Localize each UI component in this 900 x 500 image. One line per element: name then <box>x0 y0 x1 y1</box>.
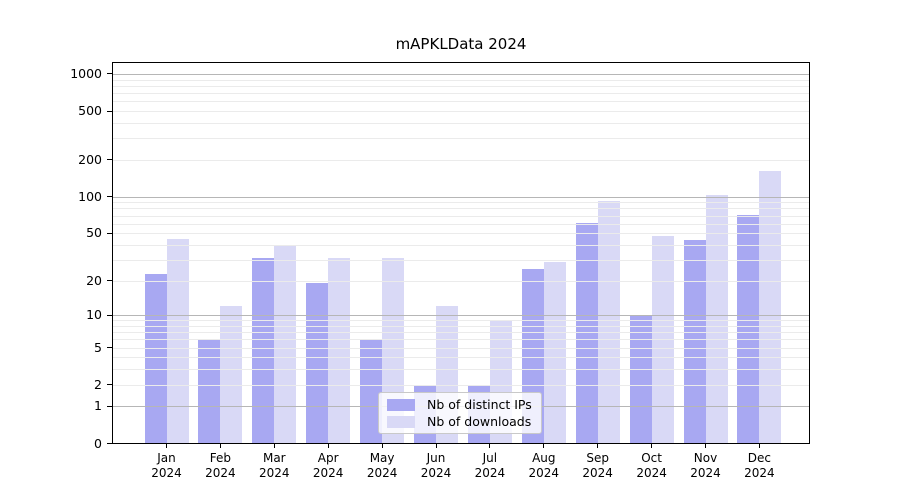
bar-downloads-mar <box>274 246 297 444</box>
gridline-minor-7 <box>113 332 809 334</box>
legend-swatch-distinct-ips-icon <box>387 398 415 411</box>
bar-downloads-jan <box>166 238 189 444</box>
gridline-minor-6 <box>113 339 809 341</box>
x-tick-label-jun: Jun 2024 <box>420 451 452 480</box>
x-tick-label-feb: Feb 2024 <box>205 451 236 480</box>
y-tick-label-100: 100 <box>78 188 102 204</box>
legend-item-distinct-ips: Nb of distinct IPs <box>387 397 533 412</box>
bar-downloads-sep <box>597 200 620 444</box>
bar-downloads-feb <box>220 306 243 444</box>
y-tick-50 <box>107 232 112 234</box>
y-tick-0 <box>107 443 112 444</box>
gridline-minor-9 <box>113 320 809 322</box>
gridline-minor-60 <box>113 223 809 225</box>
y-tick-100 <box>107 196 112 198</box>
gridline-minor-300 <box>113 138 809 140</box>
x-tick-sep <box>597 444 599 448</box>
x-tick-apr <box>327 444 329 448</box>
x-tick-label-oct: Oct 2024 <box>636 451 667 480</box>
y-tick-1000 <box>107 73 112 75</box>
gridline-minor-400 <box>113 122 809 124</box>
x-tick-label-nov: Nov 2024 <box>690 451 721 480</box>
bar-downloads-apr <box>328 258 351 444</box>
y-tick-label-5: 5 <box>94 339 102 355</box>
y-tick-500 <box>107 110 112 112</box>
gridline-minor-900 <box>113 79 809 81</box>
gridline-minor-50 <box>113 233 809 235</box>
gridline-minor-200 <box>113 159 809 161</box>
x-tick-dec <box>758 444 760 448</box>
y-tick-200 <box>107 159 112 161</box>
bar-ips-jan <box>144 273 167 444</box>
gridline-minor-90 <box>113 202 809 204</box>
y-tick-label-200: 200 <box>78 151 102 167</box>
x-tick-label-sep: Sep 2024 <box>582 451 613 480</box>
x-tick-jun <box>435 444 437 448</box>
gridline-major-1000 <box>113 73 809 75</box>
x-tick-label-may: May 2024 <box>366 451 398 480</box>
y-tick-label-20: 20 <box>86 272 102 288</box>
bar-ips-nov <box>683 239 706 444</box>
y-tick-label-1: 1 <box>94 398 102 414</box>
y-tick-2 <box>107 384 112 386</box>
bar-downloads-nov <box>705 195 728 444</box>
gridline-minor-3 <box>113 369 809 371</box>
chart-title: mAPKLData 2024 <box>395 35 527 53</box>
gridline-minor-8 <box>113 325 809 327</box>
x-tick-feb <box>219 444 221 448</box>
gridline-minor-30 <box>113 259 809 261</box>
y-tick-20 <box>107 280 112 282</box>
bar-downloads-aug <box>543 261 566 444</box>
x-tick-oct <box>651 444 653 448</box>
legend-swatch-downloads-icon <box>387 415 415 428</box>
bar-ips-apr <box>306 283 329 444</box>
gridline-minor-500 <box>113 111 809 112</box>
bar-ips-may <box>360 339 383 444</box>
x-tick-jan <box>166 444 167 448</box>
y-tick-label-500: 500 <box>78 103 102 118</box>
x-tick-aug <box>543 444 545 448</box>
bar-ips-feb <box>198 339 221 444</box>
y-tick-1 <box>107 405 112 407</box>
gridline-minor-2 <box>113 384 809 386</box>
x-tick-label-jul: Jul 2024 <box>474 451 506 480</box>
y-tick-5 <box>107 347 112 349</box>
bar-ips-mar <box>252 258 275 444</box>
y-tick-label-50: 50 <box>86 225 102 241</box>
bar-ips-oct <box>629 315 652 444</box>
x-tick-label-dec: Dec 2024 <box>744 451 775 480</box>
y-tick-label-10: 10 <box>86 307 102 323</box>
gridline-minor-700 <box>113 93 809 95</box>
gridline-minor-800 <box>113 85 809 87</box>
y-tick-label-0: 0 <box>94 435 102 451</box>
legend: Nb of distinct IPs Nb of downloads <box>378 392 542 434</box>
x-tick-may <box>381 444 383 448</box>
gridline-minor-40 <box>113 244 809 246</box>
gridline-minor-4 <box>113 357 809 359</box>
gridline-minor-20 <box>113 280 809 282</box>
x-tick-label-mar: Mar 2024 <box>259 451 290 480</box>
x-tick-mar <box>273 444 275 448</box>
y-tick-10 <box>107 314 112 316</box>
x-tick-label-apr: Apr 2024 <box>312 451 344 480</box>
y-tick-label-1000: 1000 <box>70 65 102 81</box>
legend-item-downloads: Nb of downloads <box>387 414 533 429</box>
legend-label-distinct-ips: Nb of distinct IPs <box>427 397 532 412</box>
gridline-minor-70 <box>113 215 809 217</box>
gridline-minor-5 <box>113 347 809 349</box>
legend-label-downloads: Nb of downloads <box>427 414 532 429</box>
x-tick-label-aug: Aug 2024 <box>528 451 560 480</box>
x-tick-jul <box>489 444 491 448</box>
gridline-minor-80 <box>113 208 809 210</box>
gridline-major-100 <box>113 196 809 198</box>
bar-ips-dec <box>737 214 760 444</box>
bar-downloads-dec <box>759 170 782 444</box>
x-tick-nov <box>705 444 706 448</box>
gridline-minor-600 <box>113 101 809 103</box>
x-tick-label-jan: Jan 2024 <box>151 451 182 480</box>
gridline-major-10 <box>113 315 809 317</box>
y-tick-label-2: 2 <box>94 376 102 392</box>
